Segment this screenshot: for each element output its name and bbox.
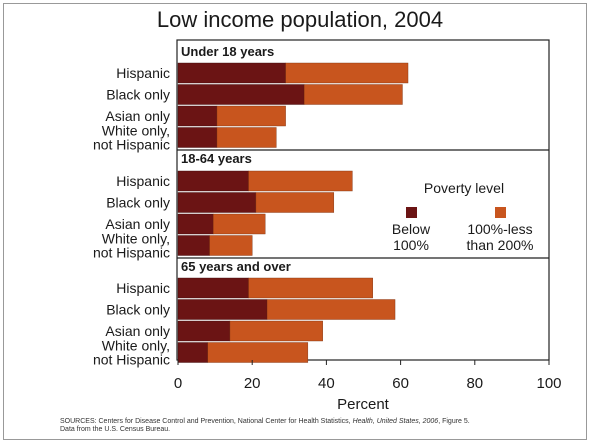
category-label: Black only xyxy=(106,87,170,103)
source-data-line: Data from the U.S. Census Bureau. xyxy=(60,426,171,433)
bar-100-to-200 xyxy=(216,127,277,148)
category-label: Asian only xyxy=(105,323,170,339)
legend-swatch-100-200 xyxy=(495,207,506,218)
x-tick-label: 100 xyxy=(536,375,561,392)
legend-label-100-200-line1: 100%-less xyxy=(467,221,532,237)
bar-below-100 xyxy=(177,320,231,342)
bar-below-100 xyxy=(177,192,257,213)
chart-title: Low income population, 2004 xyxy=(157,7,443,32)
x-tick-label: 40 xyxy=(318,375,335,392)
bar-below-100 xyxy=(177,277,249,299)
category-label: Asian only xyxy=(105,216,170,232)
x-tick-label: 20 xyxy=(244,375,261,392)
bar-100-to-200 xyxy=(285,62,409,84)
legend-label-below-100-line1: Below xyxy=(392,221,431,237)
legend-label-below-100-line2: 100% xyxy=(393,237,429,253)
bar-100-to-200 xyxy=(213,213,266,235)
slide-frame xyxy=(3,3,587,440)
bar-below-100 xyxy=(177,170,249,192)
x-tick-label: 80 xyxy=(466,375,483,392)
bar-below-100 xyxy=(177,105,218,127)
category-label: Black only xyxy=(106,302,170,318)
chart-marks: Under 18 years Hispanic Black only Asian on… xyxy=(93,44,562,392)
panel-title: Under 18 years xyxy=(181,44,274,59)
bar-below-100 xyxy=(177,127,218,148)
bar-100-to-200 xyxy=(216,105,286,127)
category-label: Hispanic xyxy=(116,173,170,189)
legend-label-100-200-line2: than 200% xyxy=(467,237,534,253)
bar-100-to-200 xyxy=(207,342,309,363)
bar-below-100 xyxy=(177,62,286,84)
source-publication: Health, United States, 2006 xyxy=(352,418,439,425)
x-tick-label: 60 xyxy=(392,375,409,392)
category-label: Hispanic xyxy=(116,280,170,296)
bar-100-to-200 xyxy=(255,192,335,213)
source-figure: , Figure 5. xyxy=(438,418,470,425)
bar-below-100 xyxy=(177,235,210,256)
category-label: Hispanic xyxy=(116,65,170,81)
source-text: SOURCES: Centers for Disease Control and… xyxy=(60,418,353,425)
panel-title: 65 years and over xyxy=(181,259,291,274)
category-label: White only, xyxy=(102,231,170,247)
panel-title: 18-64 years xyxy=(181,151,252,166)
category-label: not Hispanic xyxy=(93,137,170,153)
legend: Poverty level Below 100% 100%-less than … xyxy=(392,180,534,253)
category-label: Asian only xyxy=(105,108,170,124)
bar-100-to-200 xyxy=(248,170,353,192)
category-label: not Hispanic xyxy=(93,352,170,368)
category-label: not Hispanic xyxy=(93,245,170,261)
category-label: White only, xyxy=(102,123,170,139)
x-tick-label: 0 xyxy=(174,375,182,392)
plot-area xyxy=(176,39,550,361)
legend-title: Poverty level xyxy=(424,180,504,196)
legend-swatch-below-100 xyxy=(406,207,417,218)
category-label: Black only xyxy=(106,195,170,211)
source-note: SOURCES: Centers for Disease Control and… xyxy=(60,418,560,434)
bar-below-100 xyxy=(177,213,214,235)
bar-100-to-200 xyxy=(303,84,403,105)
bar-100-to-200 xyxy=(209,235,253,256)
bar-100-to-200 xyxy=(248,277,373,299)
bar-100-to-200 xyxy=(266,299,396,320)
category-label: White only, xyxy=(102,338,170,354)
bar-below-100 xyxy=(177,299,268,320)
bar-below-100 xyxy=(177,342,208,363)
bar-100-to-200 xyxy=(229,320,323,342)
x-axis-label: Percent xyxy=(337,396,390,413)
bar-below-100 xyxy=(177,84,305,105)
